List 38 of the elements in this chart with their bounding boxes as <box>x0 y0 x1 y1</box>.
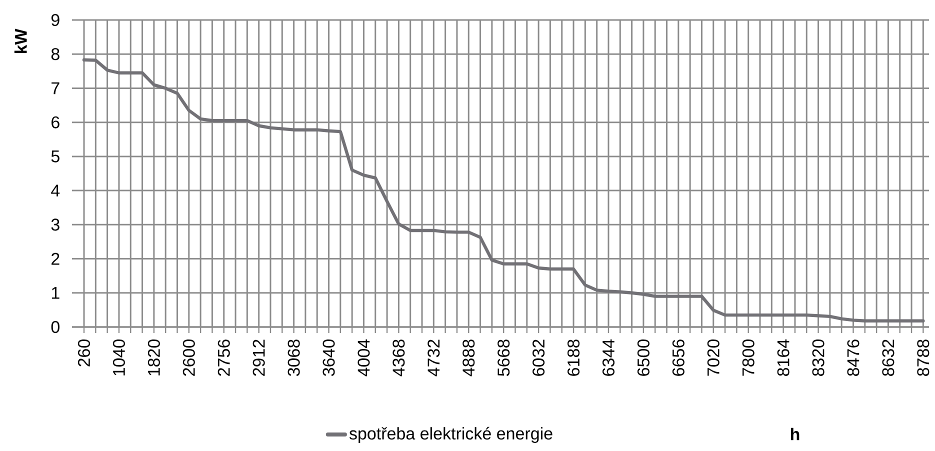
x-axis-title: h <box>791 428 800 440</box>
x-tick-label: 4368 <box>392 340 405 376</box>
y-tick-label: 0 <box>51 320 60 334</box>
y-tick-label: 3 <box>51 218 60 231</box>
x-tick-label: 3068 <box>288 340 300 376</box>
x-tick-label: 8164 <box>777 339 790 376</box>
x-tick-label: 1820 <box>148 340 160 376</box>
x-tick-label: 8788 <box>917 340 930 376</box>
y-tick-label: 2 <box>52 252 60 265</box>
x-tick-label: 7020 <box>707 340 720 376</box>
y-tick-label: 6 <box>52 116 60 128</box>
x-tick-label: 6656 <box>672 340 684 376</box>
y-tick-label: 5 <box>51 150 60 162</box>
x-tick-label: 2600 <box>182 340 195 376</box>
x-tick-label: 6188 <box>568 340 580 376</box>
x-tick-label: 5668 <box>498 340 510 376</box>
x-tick-label: 2912 <box>252 340 265 376</box>
x-tick-label: 2756 <box>218 340 230 376</box>
x-tick-label: 6344 <box>602 339 615 376</box>
x-tick-label: 6500 <box>637 340 650 376</box>
x-tick-label: 8320 <box>812 340 824 376</box>
y-tick-label: 8 <box>51 48 60 60</box>
x-tick-label: 260 <box>78 340 90 366</box>
y-axis-title: kW <box>14 28 27 54</box>
x-tick-label: 3640 <box>322 340 335 376</box>
y-tick-label: 4 <box>51 184 60 196</box>
y-tick-label: 7 <box>52 82 60 94</box>
y-tick-label: 9 <box>51 14 60 26</box>
x-tick-label: 4888 <box>462 340 475 376</box>
x-tick-label: 4732 <box>428 340 440 376</box>
y-tick-label: 1 <box>52 287 60 299</box>
x-tick-label: 6032 <box>532 340 545 376</box>
x-tick-label: 7800 <box>742 340 754 376</box>
x-tick-label: 8476 <box>847 340 860 376</box>
x-tick-label: 4004 <box>358 339 370 376</box>
x-tick-label: 1040 <box>112 340 125 376</box>
x-tick-label: 8632 <box>882 340 894 376</box>
legend-label: spotřeba elektrické energie <box>349 426 552 443</box>
